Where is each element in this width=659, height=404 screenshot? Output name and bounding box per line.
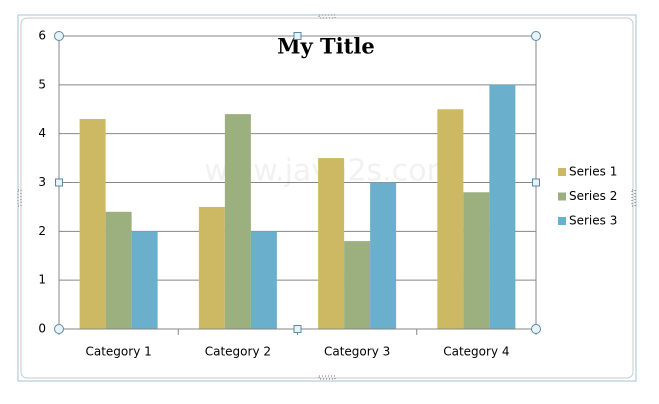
y-tick-label: 2 — [38, 224, 46, 238]
bar — [437, 109, 464, 329]
legend-swatch — [558, 217, 566, 225]
selection-handle — [55, 178, 63, 187]
y-tick-label: 0 — [38, 322, 46, 336]
y-tick-label: 4 — [38, 126, 46, 140]
bar — [250, 231, 277, 329]
selection-handle — [54, 324, 64, 334]
y-tick-label: 5 — [38, 77, 46, 91]
x-tick-label: Category 1 — [85, 345, 151, 359]
bar — [370, 182, 397, 329]
bar — [79, 119, 106, 330]
legend-swatch — [558, 168, 566, 176]
x-tick-label: Category 2 — [205, 345, 271, 359]
selection-handle — [54, 31, 64, 41]
selection-handle — [293, 325, 302, 333]
legend-label: Series 1 — [569, 165, 617, 179]
selection-handle — [532, 178, 540, 187]
x-tick-label: Category 4 — [443, 345, 509, 359]
bar — [224, 114, 251, 329]
bar — [489, 84, 516, 329]
y-tick-label: 1 — [38, 273, 46, 287]
legend-label: Series 3 — [569, 214, 617, 228]
chart-title: My Title — [277, 34, 374, 59]
y-tick-label: 3 — [38, 175, 46, 189]
legend-label: Series 2 — [569, 189, 617, 203]
frame-handles — [17, 14, 636, 380]
selection-handle — [531, 31, 541, 41]
bar — [463, 192, 490, 329]
y-tick-label: 6 — [38, 29, 46, 43]
selection-handle — [531, 324, 541, 334]
selection-handle — [293, 32, 302, 40]
bar — [198, 206, 225, 329]
bar — [344, 241, 371, 329]
bar — [318, 158, 345, 329]
bar — [105, 211, 132, 329]
legend-swatch — [558, 192, 566, 201]
x-tick-label: Category 3 — [324, 345, 390, 359]
bar — [131, 231, 158, 329]
